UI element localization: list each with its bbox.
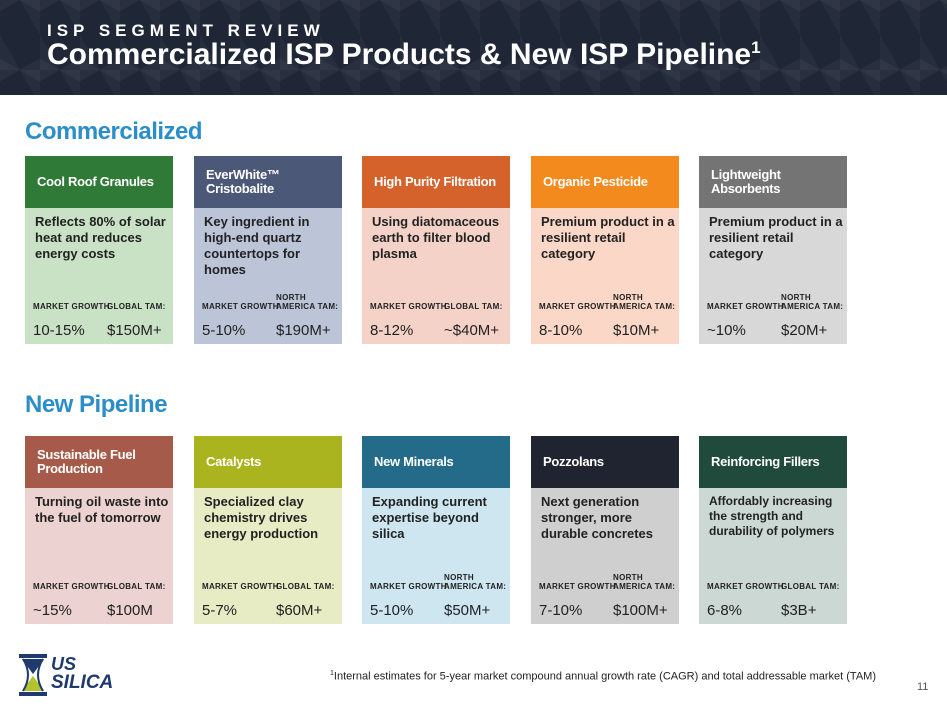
market-growth-value: 10-15% bbox=[33, 322, 85, 339]
card-header: EverWhite™ Cristobalite bbox=[194, 156, 342, 208]
market-growth-value: ~15% bbox=[33, 602, 72, 619]
card-header: Cool Roof Granules bbox=[25, 156, 173, 208]
product-card-sustainable-fuel-production: Sustainable Fuel Production Turning oil … bbox=[25, 436, 173, 624]
page-number: 11 bbox=[917, 681, 929, 693]
card-header: Sustainable Fuel Production bbox=[25, 436, 173, 488]
tam-label: GLOBAL TAM: bbox=[107, 582, 166, 591]
market-growth-label: MARKET GROWTH bbox=[370, 302, 447, 311]
footnote-marker: 1 bbox=[330, 670, 334, 677]
card-description: Specialized clay chemistry drives energy… bbox=[204, 494, 319, 541]
us-silica-logo: US SILICA bbox=[19, 654, 129, 696]
product-card-reinforcing-fillers: Reinforcing Fillers Affordably increasin… bbox=[699, 436, 847, 624]
market-growth-label: MARKET GROWTH bbox=[707, 582, 784, 591]
market-growth-value: 6-8% bbox=[707, 602, 743, 619]
market-growth-label: MARKET GROWTH bbox=[539, 302, 616, 311]
market-growth-value: 5-10% bbox=[202, 322, 246, 339]
card-body: Reflects 80% of solar heat and reduces e… bbox=[25, 208, 173, 344]
tam-label: NORTH AMERICA TAM: bbox=[276, 293, 339, 311]
product-card-cool-roof-granules: Cool Roof Granules Reflects 80% of solar… bbox=[25, 156, 173, 344]
footnote-text: Internal estimates for 5-year market com… bbox=[333, 670, 876, 683]
pipeline-heading: New Pipeline bbox=[25, 391, 168, 418]
tam-value: ~$40M+ bbox=[444, 322, 500, 339]
card-description: Key ingredient in high-end quartz counte… bbox=[204, 214, 310, 277]
card-description: Expanding current expertise beyond silic… bbox=[372, 494, 487, 541]
tam-label: GLOBAL TAM: bbox=[276, 582, 335, 591]
market-growth-label: MARKET GROWTH bbox=[370, 582, 447, 591]
card-header: Pozzolans bbox=[531, 436, 679, 488]
market-growth-value: 8-10% bbox=[539, 322, 583, 339]
card-description: Affordably increasing the strength and d… bbox=[709, 494, 835, 538]
market-growth-value: ~10% bbox=[707, 322, 746, 339]
tam-value: $100M+ bbox=[613, 602, 668, 619]
product-card-lightweight-absorbents: Lightweight Absorbents Premium product i… bbox=[699, 156, 847, 344]
product-card-organic-pesticide: Organic Pesticide Premium product in a r… bbox=[531, 156, 679, 344]
card-description: Using diatomaceous earth to filter blood… bbox=[372, 214, 500, 261]
tam-label: GLOBAL TAM: bbox=[444, 302, 503, 311]
footnote: 1Internal estimates for 5-year market co… bbox=[330, 670, 876, 683]
commercialized-heading: Commercialized bbox=[25, 118, 203, 145]
card-header: Lightweight Absorbents bbox=[699, 156, 847, 208]
card-body: Key ingredient in high-end quartz counte… bbox=[194, 208, 342, 344]
slide-title: Commercialized ISP Products & New ISP Pi… bbox=[47, 38, 761, 71]
product-card-pozzolans: Pozzolans Next generation stronger, more… bbox=[531, 436, 679, 624]
card-header: New Minerals bbox=[362, 436, 510, 488]
product-card-new-minerals: New Minerals Expanding current expertise… bbox=[362, 436, 510, 624]
tam-value: $190M+ bbox=[276, 322, 331, 339]
tam-value: $20M+ bbox=[781, 322, 828, 339]
market-growth-value: 7-10% bbox=[539, 602, 583, 619]
market-growth-label: MARKET GROWTH bbox=[539, 582, 616, 591]
tam-value: $100M bbox=[107, 602, 153, 619]
card-body: Premium product in a resilient retail ca… bbox=[699, 208, 847, 344]
logo-text-line2: SILICA bbox=[51, 672, 114, 693]
card-description: Turning oil waste into the fuel of tomor… bbox=[35, 494, 169, 525]
tam-value: $3B+ bbox=[781, 602, 817, 619]
market-growth-label: MARKET GROWTH bbox=[33, 582, 110, 591]
product-card-everwhite-cristobalite: EverWhite™ Cristobalite Key ingredient i… bbox=[194, 156, 342, 344]
card-body: Premium product in a resilient retail ca… bbox=[531, 208, 679, 344]
logo-text-line1: US bbox=[51, 654, 77, 674]
card-description: Premium product in a resilient retail ca… bbox=[541, 214, 675, 261]
product-card-high-purity-filtration: High Purity Filtration Using diatomaceou… bbox=[362, 156, 510, 344]
card-body: Specialized clay chemistry drives energy… bbox=[194, 488, 342, 624]
card-description: Premium product in a resilient retail ca… bbox=[709, 214, 843, 261]
market-growth-label: MARKET GROWTH bbox=[202, 302, 279, 311]
product-card-catalysts: Catalysts Specialized clay chemistry dri… bbox=[194, 436, 342, 624]
card-body: Turning oil waste into the fuel of tomor… bbox=[25, 488, 173, 624]
section-kicker: ISP SEGMENT REVIEW bbox=[47, 21, 325, 40]
card-body: Affordably increasing the strength and d… bbox=[699, 488, 847, 624]
tam-label: NORTH AMERICA TAM: bbox=[781, 293, 844, 311]
tam-value: $150M+ bbox=[107, 322, 162, 339]
tam-label: GLOBAL TAM: bbox=[107, 302, 166, 311]
hourglass-icon bbox=[19, 654, 47, 696]
card-header: Catalysts bbox=[194, 436, 342, 488]
tam-value: $10M+ bbox=[613, 322, 660, 339]
card-body: Expanding current expertise beyond silic… bbox=[362, 488, 510, 624]
card-header: Organic Pesticide bbox=[531, 156, 679, 208]
market-growth-value: 5-7% bbox=[202, 602, 238, 619]
card-description: Next generation stronger, more durable c… bbox=[541, 494, 653, 541]
market-growth-label: MARKET GROWTH bbox=[202, 582, 279, 591]
card-header: Reinforcing Fillers bbox=[699, 436, 847, 488]
tam-label: GLOBAL TAM: bbox=[781, 582, 840, 591]
header-banner: ISP SEGMENT REVIEW Commercialized ISP Pr… bbox=[0, 0, 947, 95]
market-growth-label: MARKET GROWTH bbox=[33, 302, 110, 311]
market-growth-label: MARKET GROWTH bbox=[707, 302, 784, 311]
card-body: Next generation stronger, more durable c… bbox=[531, 488, 679, 624]
card-description: Reflects 80% of solar heat and reduces e… bbox=[35, 214, 166, 261]
tam-value: $60M+ bbox=[276, 602, 323, 619]
tam-label: NORTH AMERICA TAM: bbox=[613, 293, 676, 311]
tam-label: NORTH AMERICA TAM: bbox=[613, 573, 676, 591]
market-growth-value: 5-10% bbox=[370, 602, 414, 619]
tam-value: $50M+ bbox=[444, 602, 491, 619]
title-footnote-marker: 1 bbox=[751, 38, 761, 57]
market-growth-value: 8-12% bbox=[370, 322, 414, 339]
card-body: Using diatomaceous earth to filter blood… bbox=[362, 208, 510, 344]
tam-label: NORTH AMERICA TAM: bbox=[444, 573, 507, 591]
card-header: High Purity Filtration bbox=[362, 156, 510, 208]
